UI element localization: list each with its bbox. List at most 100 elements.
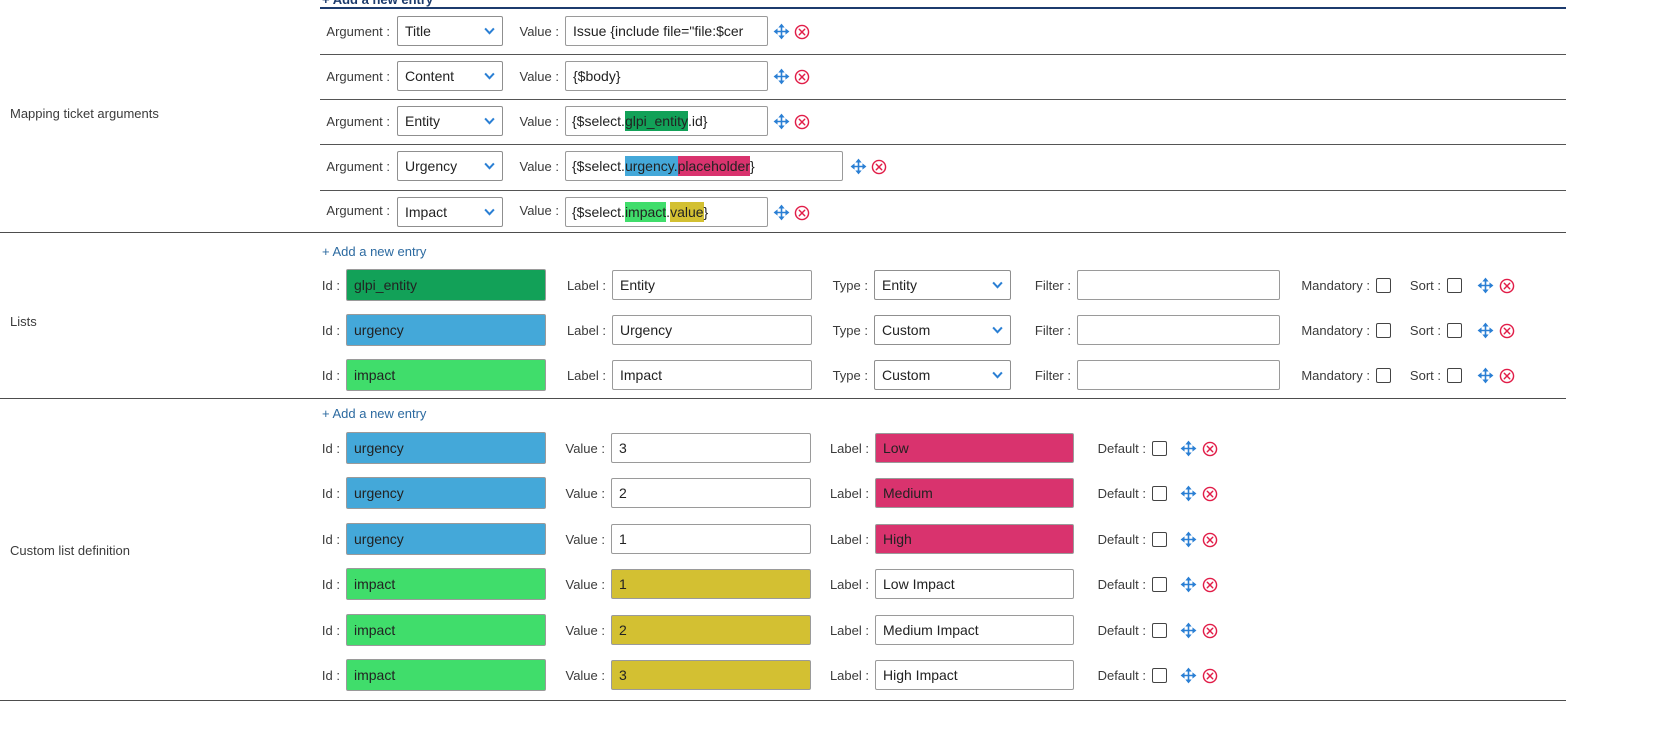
divider (320, 190, 1566, 191)
move-icon[interactable] (772, 203, 791, 222)
value-label: Value : (519, 203, 559, 218)
label-input[interactable] (612, 315, 812, 345)
value-input[interactable] (565, 61, 768, 91)
label-label: Label : (829, 668, 869, 683)
argument-select-control[interactable]: Content (397, 61, 503, 91)
sort-checkbox[interactable] (1447, 278, 1462, 293)
delete-icon[interactable] (1499, 323, 1515, 339)
type-select[interactable]: Entity (874, 270, 1011, 300)
label-input[interactable] (875, 569, 1074, 599)
delete-icon[interactable] (1202, 577, 1218, 593)
default-checkbox[interactable] (1152, 668, 1167, 683)
argument-select-control[interactable]: Urgency (397, 151, 503, 181)
id-input[interactable] (346, 659, 546, 691)
move-icon[interactable] (1179, 666, 1198, 685)
move-icon[interactable] (772, 112, 791, 131)
section-divider (0, 700, 1566, 701)
type-select-control[interactable]: Custom (874, 315, 1011, 345)
value-input[interactable] (611, 433, 811, 463)
value-text-highlight: impact (624, 202, 667, 222)
delete-icon[interactable] (1499, 278, 1515, 294)
add-entry-link-lists[interactable]: + Add a new entry (322, 244, 427, 259)
argument-select-control[interactable]: Impact (397, 197, 503, 227)
argument-select[interactable]: Title (397, 16, 503, 46)
value-input[interactable] (611, 615, 811, 645)
mandatory-checkbox[interactable] (1376, 278, 1391, 293)
custom-row: Id : Value : Label : Default : (0, 562, 1669, 607)
delete-icon[interactable] (794, 69, 810, 85)
id-input[interactable] (346, 523, 546, 555)
default-checkbox[interactable] (1152, 623, 1167, 638)
move-icon[interactable] (1179, 575, 1198, 594)
label-input[interactable] (875, 660, 1074, 690)
label-input[interactable] (875, 433, 1074, 463)
argument-select[interactable]: Impact (397, 197, 503, 227)
id-input[interactable] (346, 432, 546, 464)
value-input[interactable]: {$select. urgency. placeholder} (565, 151, 843, 181)
delete-icon[interactable] (1202, 668, 1218, 684)
move-icon[interactable] (772, 22, 791, 41)
mandatory-checkbox[interactable] (1376, 368, 1391, 383)
label-input[interactable] (875, 524, 1074, 554)
mandatory-checkbox[interactable] (1376, 323, 1391, 338)
value-input[interactable] (611, 660, 811, 690)
delete-icon[interactable] (794, 24, 810, 40)
argument-select[interactable]: Entity (397, 106, 503, 136)
type-select[interactable]: Custom (874, 315, 1011, 345)
section-title-lists: Lists (10, 314, 37, 329)
delete-icon[interactable] (1202, 623, 1218, 639)
id-input[interactable] (346, 269, 546, 301)
id-input[interactable] (346, 477, 546, 509)
delete-icon[interactable] (794, 205, 810, 221)
move-icon[interactable] (1179, 621, 1198, 640)
filter-input[interactable] (1077, 315, 1280, 345)
add-entry-link-custom[interactable]: + Add a new entry (322, 406, 427, 421)
value-text: {$select. (572, 204, 625, 220)
id-input[interactable] (346, 568, 546, 600)
argument-select[interactable]: Content (397, 61, 503, 91)
type-select[interactable]: Custom (874, 360, 1011, 390)
type-select-control[interactable]: Entity (874, 270, 1011, 300)
move-icon[interactable] (772, 67, 791, 86)
label-input[interactable] (875, 615, 1074, 645)
value-input[interactable] (565, 16, 768, 46)
id-input[interactable] (346, 614, 546, 646)
filter-input[interactable] (1077, 270, 1280, 300)
move-icon[interactable] (1179, 484, 1198, 503)
argument-select[interactable]: Urgency (397, 151, 503, 181)
argument-select-control[interactable]: Title (397, 16, 503, 46)
value-input[interactable]: {$select. glpi_entity .id} (565, 106, 768, 136)
delete-icon[interactable] (871, 159, 887, 175)
label-input[interactable] (875, 478, 1074, 508)
delete-icon[interactable] (794, 114, 810, 130)
default-checkbox[interactable] (1152, 532, 1167, 547)
delete-icon[interactable] (1202, 486, 1218, 502)
argument-select-control[interactable]: Entity (397, 106, 503, 136)
default-checkbox[interactable] (1152, 486, 1167, 501)
type-select-control[interactable]: Custom (874, 360, 1011, 390)
value-input[interactable]: {$select. impact. value} (565, 197, 768, 227)
default-checkbox[interactable] (1152, 577, 1167, 592)
type-label: Type : (832, 368, 868, 383)
filter-input[interactable] (1077, 360, 1280, 390)
delete-icon[interactable] (1202, 532, 1218, 548)
move-icon[interactable] (849, 157, 868, 176)
move-icon[interactable] (1179, 530, 1198, 549)
value-input[interactable] (611, 478, 811, 508)
id-input[interactable] (346, 359, 546, 391)
add-entry-link-top[interactable]: + Add a new entry (322, 0, 433, 7)
sort-checkbox[interactable] (1447, 368, 1462, 383)
move-icon[interactable] (1476, 276, 1495, 295)
value-input[interactable] (611, 524, 811, 554)
move-icon[interactable] (1476, 366, 1495, 385)
sort-checkbox[interactable] (1447, 323, 1462, 338)
delete-icon[interactable] (1499, 368, 1515, 384)
default-checkbox[interactable] (1152, 441, 1167, 456)
delete-icon[interactable] (1202, 441, 1218, 457)
move-icon[interactable] (1179, 439, 1198, 458)
value-input[interactable] (611, 569, 811, 599)
label-input[interactable] (612, 270, 812, 300)
move-icon[interactable] (1476, 321, 1495, 340)
label-input[interactable] (612, 360, 812, 390)
id-input[interactable] (346, 314, 546, 346)
